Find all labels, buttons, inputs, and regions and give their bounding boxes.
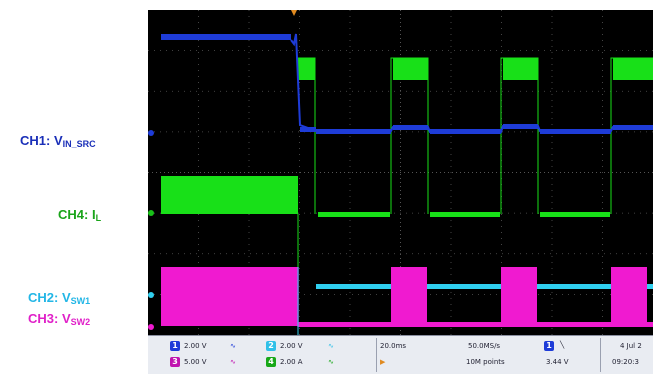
ch4-scale: 2.00 A [280,358,303,366]
ch2-label: CH2: VSW1 [28,290,90,306]
waveform-screen [148,10,653,335]
trigger-source-chip[interactable]: 1 [544,341,554,351]
ch1-bw-icon: ∿ [230,342,236,350]
trigger-slope-icon: ╲ [560,341,565,349]
status-bar: 1 2.00 V 3 5.00 V ∿ ∿ 2 2.00 V 4 2.00 A … [148,335,653,374]
ch4-bw-icon: ∿ [328,358,334,366]
record-length: 10M points [466,358,505,366]
ch2-bw-icon: ∿ [328,342,334,350]
ch3-waveform [161,267,653,327]
time: 09:20:3 [612,358,639,366]
ch4-chip[interactable]: 4 [266,357,276,367]
ch1-label: CH1: VIN_SRC [20,133,96,149]
ch1-waveform [161,33,653,134]
ch1-ground-marker [148,130,154,136]
ch2-chip[interactable]: 2 [266,341,276,351]
trigger-level: 3.44 V [546,358,569,366]
ch1-label-text: CH1: V [20,133,63,148]
timebase[interactable]: 20.0ms [380,342,407,350]
sample-rate: 50.0MS/s [468,342,501,350]
ch3-label-text: CH3: V [28,311,71,326]
ch3-chip[interactable]: 3 [170,357,180,367]
ch4-label-sub: L [95,213,102,223]
date: 4 Jul 2 [620,342,642,350]
ch3-ground-marker [148,324,154,330]
ch3-scale: 5.00 V [184,358,207,366]
ch1-label-sub: IN_SRC [62,139,96,149]
ch4-label-text: CH4: I [58,207,96,222]
ch1-scale: 2.00 V [184,342,207,350]
ch2-ground-marker [148,292,154,298]
ch4-label: CH4: IL [58,207,101,223]
trigger-position-icon: ▶ [380,358,386,366]
status-divider [376,338,377,372]
ch2-label-sub: SW1 [70,296,91,306]
ch2-scale: 2.00 V [280,342,303,350]
oscilloscope-display: 1 2.00 V 3 5.00 V ∿ ∿ 2 2.00 V 4 2.00 A … [148,10,653,374]
ch4-ground-marker [148,210,154,216]
ch1-chip[interactable]: 1 [170,341,180,351]
ch2-label-text: CH2: V [28,290,71,305]
ch2-waveform [297,267,653,335]
ch4-waveform [161,57,653,267]
channel-markers [148,10,297,330]
ch3-label-sub: SW2 [70,317,91,327]
ch3-label: CH3: VSW2 [28,311,90,327]
ch3-bw-icon: ∿ [230,358,236,366]
trigger-position-marker [291,10,297,16]
status-divider-2 [600,338,601,372]
